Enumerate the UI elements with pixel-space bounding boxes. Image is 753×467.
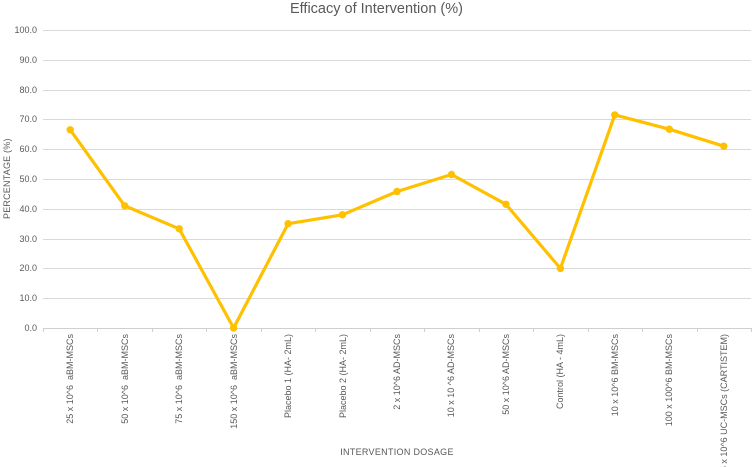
y-tick-label: 10.0 (19, 293, 37, 303)
gridline (43, 239, 751, 240)
data-point-marker (284, 220, 292, 228)
gridline (43, 209, 751, 210)
data-point-marker (229, 324, 238, 332)
category-tick (533, 328, 534, 332)
category-tick (370, 328, 371, 332)
category-tick (97, 328, 98, 332)
data-point-marker (665, 125, 673, 133)
category-tick (588, 328, 589, 332)
y-tick-label: 90.0 (19, 55, 37, 65)
x-axis-line (43, 328, 751, 329)
data-point-marker (393, 187, 401, 196)
category-tick (152, 328, 153, 332)
y-tick-label: 70.0 (19, 114, 37, 124)
x-axis-title: INTERVENTION DOSAGE (340, 447, 454, 457)
category-tick (424, 328, 425, 332)
gridline (43, 268, 751, 269)
y-tick-label: 30.0 (19, 234, 37, 244)
data-point-marker (720, 142, 728, 150)
gridline (43, 90, 751, 91)
gridline (43, 179, 751, 180)
data-point-marker (338, 211, 347, 219)
data-point-marker (611, 111, 619, 119)
gridline (43, 298, 751, 299)
category-tick (206, 328, 207, 332)
gridline (43, 30, 751, 31)
y-tick-label: 40.0 (19, 204, 37, 214)
gridline (43, 119, 751, 120)
series-line (68, 113, 726, 330)
category-tick (751, 328, 752, 332)
y-tick-label: 50.0 (19, 174, 37, 184)
category-tick (697, 328, 698, 332)
data-point-marker (447, 170, 456, 179)
chart-title: Efficacy of Intervention (%) (289, 1, 463, 17)
y-tick-label: 60.0 (19, 144, 37, 154)
category-tick (315, 328, 316, 332)
category-tick (642, 328, 643, 332)
data-point-marker (556, 264, 565, 273)
data-point-marker (121, 202, 129, 210)
data-point-marker (502, 200, 510, 208)
y-tick-label: 20.0 (19, 263, 37, 273)
y-tick-label: 0.0 (24, 323, 37, 333)
category-tick (43, 328, 44, 332)
gridline (43, 60, 751, 61)
y-tick-label: 80.0 (19, 85, 37, 95)
data-point-marker (175, 225, 183, 233)
y-tick-label: 100.0 (14, 25, 37, 35)
data-point-marker (66, 126, 74, 134)
gridline (43, 149, 751, 150)
category-tick (261, 328, 262, 332)
category-tick (479, 328, 480, 332)
